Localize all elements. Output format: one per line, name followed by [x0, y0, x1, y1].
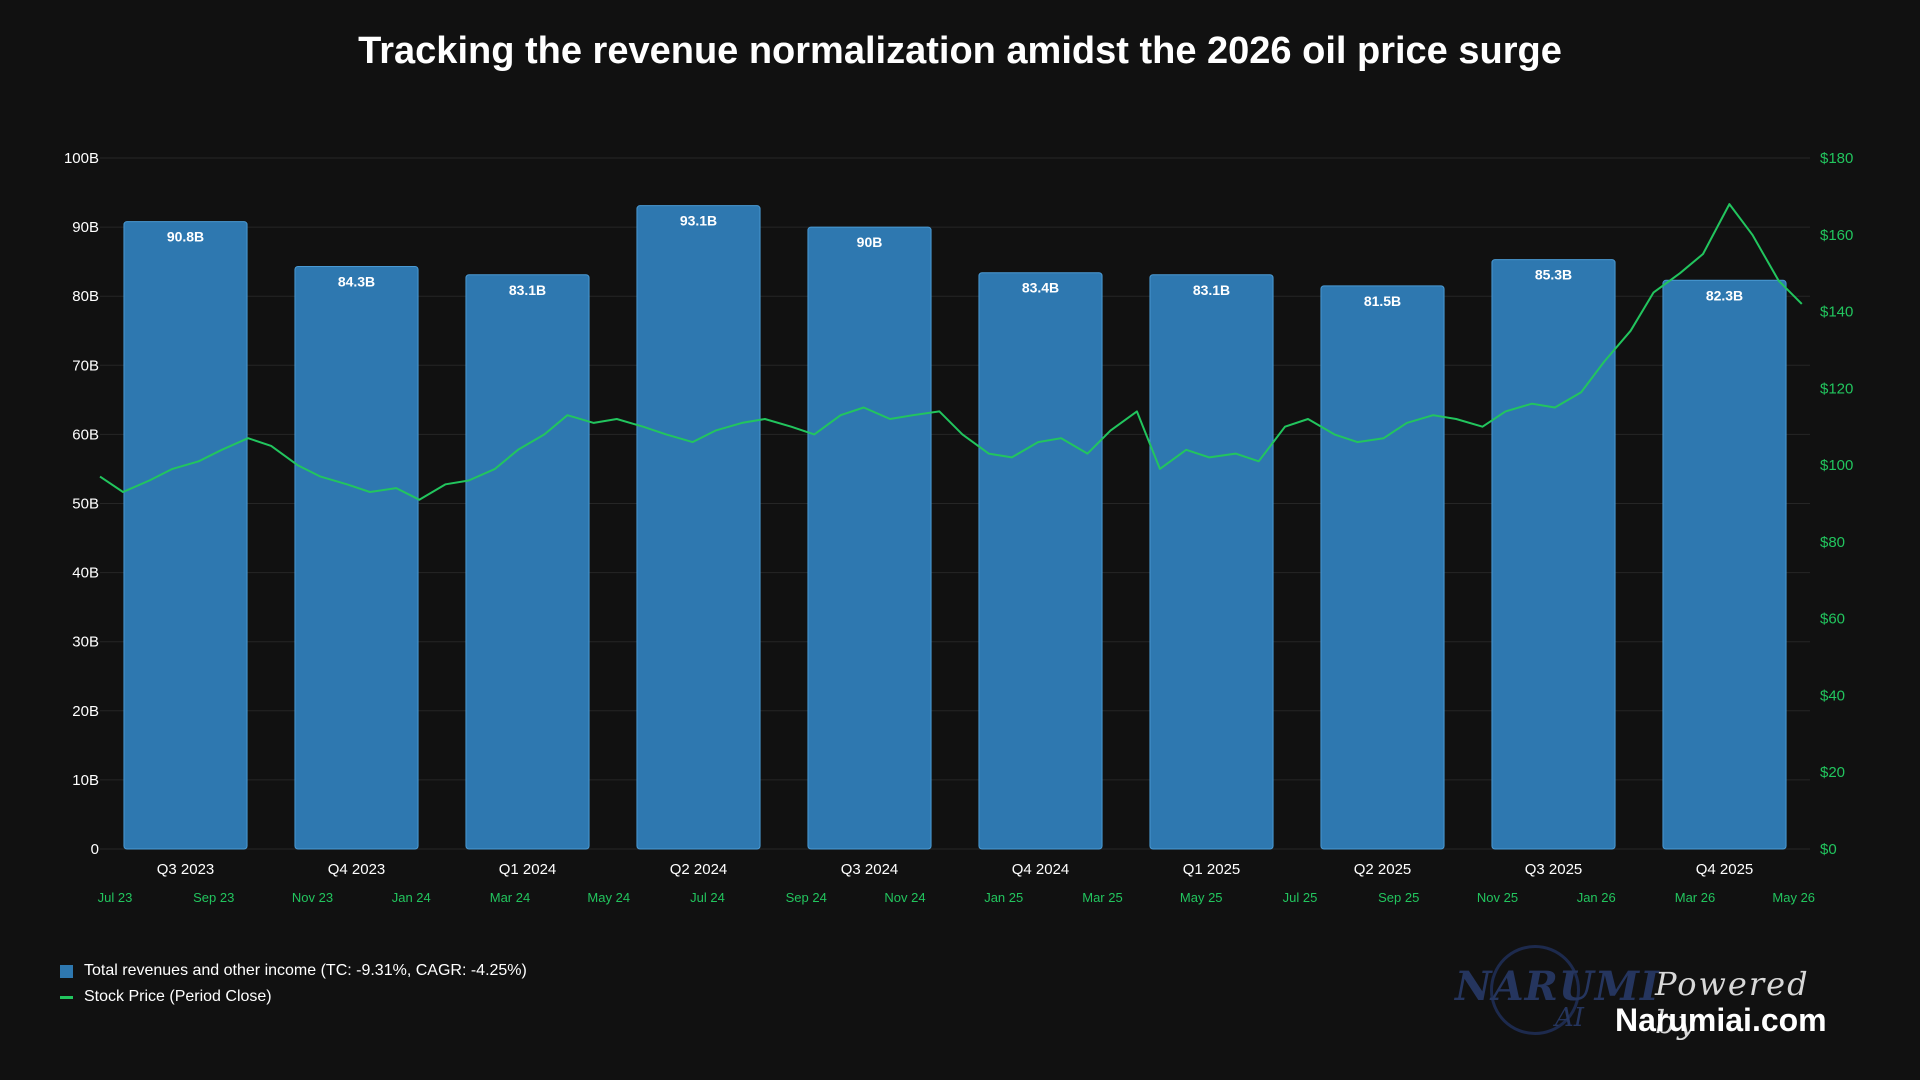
revenue-bar [1662, 279, 1787, 850]
bar-data-label: 85.3B [1535, 267, 1572, 283]
time-axis-tick-label: Nov 23 [292, 890, 333, 905]
category-tick-label: Q4 2023 [328, 861, 386, 878]
category-tick-label: Q3 2023 [157, 861, 215, 878]
chart-title: Tracking the revenue normalization amids… [358, 30, 1562, 72]
time-axis-tick-label: May 26 [1772, 890, 1815, 905]
category-tick-label: Q3 2024 [841, 861, 899, 878]
time-axis-tick-label: Jul 23 [98, 890, 133, 905]
revenue-bar [807, 226, 932, 850]
time-axis-tick-label: Nov 24 [884, 890, 925, 905]
time-axis: Jul 23 Sep 23 Nov 23 Jan 24 Mar 24 May 24 Jul … [98, 890, 1815, 905]
time-axis-tick-label: May 25 [1180, 890, 1223, 905]
category-tick-label: Q1 2024 [499, 861, 557, 878]
left-axis: 0 10B 20B 30B 40B 50B 60B 70B 80B 90B 100B [64, 150, 99, 858]
category-tick-label: Q1 2025 [1183, 861, 1241, 878]
bar-data-label: 83.1B [509, 282, 546, 298]
legend-bar-swatch [60, 964, 73, 978]
left-axis-tick-label: 100B [64, 150, 99, 167]
legend-item-revenue[interactable]: Total revenues and other income (TC: -9.… [60, 958, 527, 984]
right-axis-tick-label: $100 [1820, 457, 1853, 474]
time-axis-tick-label: Nov 25 [1477, 890, 1518, 905]
revenue-bar [294, 265, 419, 850]
time-axis-tick-label: Sep 23 [193, 890, 234, 905]
revenue-bar [1491, 259, 1616, 850]
legend-item-price[interactable]: Stock Price (Period Close) [60, 984, 527, 1010]
bar-data-label: 81.5B [1364, 293, 1401, 309]
left-axis-tick-label: 0 [91, 841, 99, 858]
right-axis-tick-label: $40 [1820, 687, 1845, 704]
time-axis-tick-label: May 24 [587, 890, 630, 905]
legend-line-swatch [60, 995, 73, 999]
revenue-bar [123, 221, 248, 850]
time-axis-tick-label: Jul 24 [690, 890, 725, 905]
category-tick-label: Q4 2024 [1012, 861, 1070, 878]
bar-data-label: 83.1B [1193, 282, 1230, 298]
bar-data-label: 90.8B [167, 229, 204, 245]
left-axis-tick-label: 80B [72, 288, 99, 305]
right-axis-tick-label: $20 [1820, 764, 1845, 781]
time-axis-tick-label: Jan 24 [392, 890, 431, 905]
revenue-bar [465, 274, 590, 850]
category-tick-label: Q4 2025 [1696, 861, 1754, 878]
category-axis: Q3 2023 Q4 2023 Q1 2024 Q2 2024 Q3 2024 Q4 20… [157, 861, 1754, 878]
category-tick-label: Q2 2025 [1354, 861, 1412, 878]
bar-data-label: 83.4B [1022, 280, 1059, 296]
category-tick-label: Q2 2024 [670, 861, 728, 878]
left-axis-tick-label: 30B [72, 634, 99, 651]
legend: Total revenues and other income (TC: -9.… [60, 958, 527, 1010]
time-axis-tick-label: Jul 25 [1283, 890, 1318, 905]
bar-data-label: 93.1B [680, 213, 717, 229]
right-axis-tick-label: $120 [1820, 380, 1853, 397]
stock-price-line [99, 203, 1803, 501]
logo-text: NARUMI [1455, 963, 1660, 1010]
right-axis-tick-label: $60 [1820, 611, 1845, 628]
narumi-logo[interactable]: NARUMI AI [1455, 945, 1660, 1045]
left-axis-tick-label: 40B [72, 565, 99, 582]
legend-price-label: Stock Price (Period Close) [84, 988, 272, 1005]
category-tick-label: Q3 2025 [1525, 861, 1583, 878]
left-axis-tick-label: 90B [72, 219, 99, 236]
left-axis-tick-label: 70B [72, 357, 99, 374]
legend-revenue-label: Total revenues and other income (TC: -9.… [84, 962, 527, 979]
time-axis-tick-label: Jan 25 [984, 890, 1023, 905]
site-link[interactable]: Narumiai.com [1615, 1002, 1827, 1038]
revenue-bar [636, 205, 761, 850]
revenue-bar [1320, 285, 1445, 850]
time-axis-tick-label: Sep 24 [786, 890, 827, 905]
logo-sub: AI [1555, 1003, 1585, 1033]
bar-data-label: 84.3B [338, 273, 375, 289]
right-axis: $0 $20 $40 $60 $80 $100 $120 $140 $160 $180 [1820, 150, 1853, 858]
left-axis-tick-label: 50B [72, 496, 99, 513]
right-axis-tick-label: $180 [1820, 150, 1853, 167]
branding: NARUMI AI Powered by Narumiai.com [1455, 945, 1855, 1045]
bar-data-label: 82.3B [1706, 287, 1743, 303]
bar-data-labels: 90.8B 84.3B 83.1B 93.1B 90B 83.4B 83.1B 81.5B 85… [167, 213, 1743, 309]
stock-price-line-path [99, 203, 1803, 501]
time-axis-tick-label: Mar 26 [1675, 890, 1715, 905]
logo-ring-icon [1490, 945, 1580, 1035]
right-axis-tick-label: $80 [1820, 534, 1845, 551]
right-axis-tick-label: $0 [1820, 841, 1837, 858]
revenue-bars [123, 205, 1787, 850]
revenue-bar [1149, 274, 1274, 850]
powered-by-text: Powered by [1655, 965, 1810, 1041]
time-axis-tick-label: Mar 25 [1082, 890, 1122, 905]
time-axis-tick-label: Jan 26 [1577, 890, 1616, 905]
bar-data-label: 90B [857, 234, 883, 250]
right-axis-tick-label: $140 [1820, 304, 1853, 321]
revenue-bar [978, 272, 1103, 850]
left-axis-tick-label: 10B [72, 772, 99, 789]
time-axis-tick-label: Mar 24 [490, 890, 530, 905]
left-axis-tick-label: 20B [72, 703, 99, 720]
left-axis-tick-label: 60B [72, 426, 99, 443]
right-axis-tick-label: $160 [1820, 227, 1853, 244]
time-axis-tick-label: Sep 25 [1378, 890, 1419, 905]
